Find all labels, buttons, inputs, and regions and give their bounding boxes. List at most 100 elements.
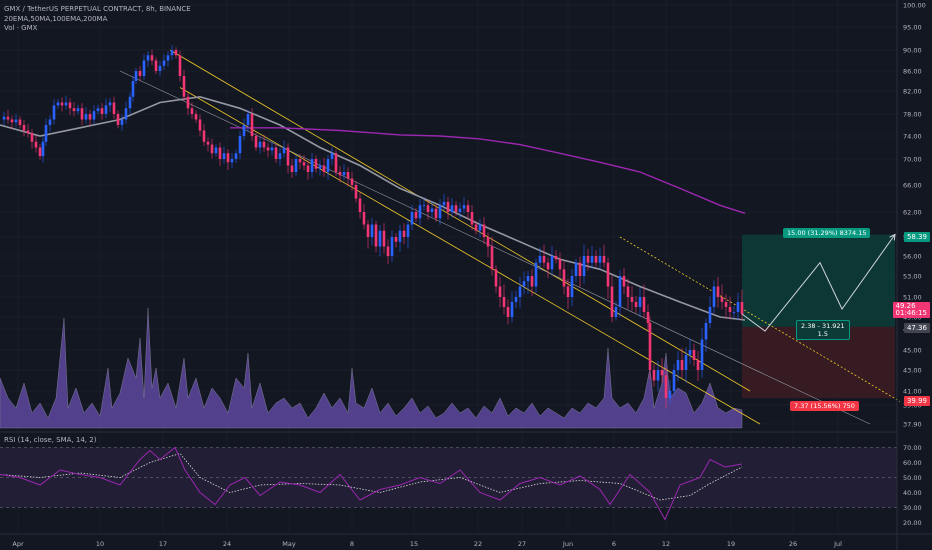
candle-body	[390, 237, 394, 256]
candle-body	[238, 136, 242, 154]
candle-body	[166, 55, 170, 61]
candle-body	[442, 201, 446, 206]
candle-body	[226, 153, 230, 163]
candle-body	[606, 262, 610, 287]
candle-body	[158, 65, 162, 71]
candle-body	[736, 302, 740, 312]
candle-body	[688, 350, 692, 355]
candle-body	[474, 224, 478, 231]
candle-body	[406, 224, 410, 237]
candle-body	[538, 256, 542, 263]
candle-body	[80, 108, 84, 120]
candle-body	[550, 256, 554, 270]
stop-price-tag: 39.99	[903, 396, 930, 406]
candle-body	[270, 147, 274, 151]
candle-body	[526, 276, 530, 282]
candle-body	[648, 323, 652, 370]
stop-label: 7.37 (15.56%) 750	[790, 401, 859, 411]
candle-body	[104, 105, 108, 114]
candle-body	[490, 246, 494, 270]
time-tick-label: Jun	[562, 540, 573, 548]
candle-body	[664, 375, 668, 398]
candle-body	[162, 60, 166, 66]
candle-body	[708, 307, 712, 323]
candle-body	[374, 224, 378, 247]
entry-label-line1: 2.38 - 31.921	[801, 322, 845, 330]
candle-body	[334, 153, 338, 172]
rsi-tick-label: 40.00	[903, 489, 922, 497]
time-tick-label: Apr	[12, 540, 24, 548]
target-label: 15.00 (31.29%) 8374.15	[783, 228, 871, 238]
candle-body	[326, 159, 330, 172]
candle-body	[338, 172, 342, 176]
candle-body	[656, 370, 660, 381]
candle-body	[186, 96, 190, 109]
candle-body	[358, 198, 362, 212]
rsi-panel	[0, 431, 897, 521]
time-tick-label: May	[282, 540, 296, 548]
indicator-legend: 20EMA,50MA,100EMA,200MA	[4, 15, 108, 23]
candle-body	[546, 262, 550, 270]
candle-body	[716, 286, 720, 297]
candle-body	[84, 114, 88, 120]
candle-body	[642, 297, 646, 312]
candle-body	[438, 205, 442, 219]
candle-body	[14, 119, 18, 123]
candle-body	[88, 114, 92, 120]
candle-body	[398, 230, 402, 242]
candle-body	[410, 212, 414, 225]
candle-body	[634, 302, 638, 307]
price-tick-label: 82.00	[903, 88, 922, 96]
price-tick-label: 62.00	[903, 209, 922, 217]
candle-body	[206, 141, 210, 145]
candle-body	[298, 159, 302, 163]
time-tick-label: 8	[350, 540, 354, 548]
candle-body	[274, 147, 278, 159]
candle-body	[218, 147, 222, 159]
candle-body	[150, 55, 154, 61]
time-tick-label: 17	[159, 540, 167, 548]
profit-zone	[742, 234, 895, 327]
trade-zones	[742, 234, 895, 399]
volume-area-shape	[0, 307, 743, 429]
channel-lower-line	[179, 87, 761, 425]
candle-body	[306, 165, 310, 172]
candle-body	[278, 153, 282, 159]
candle-body	[574, 262, 578, 276]
candle-body	[378, 230, 382, 247]
candle-body	[680, 360, 684, 370]
candle-body	[142, 60, 146, 76]
candle-body	[342, 172, 346, 176]
candle-body	[618, 276, 622, 307]
candle-body	[314, 159, 318, 169]
candle-body	[692, 350, 696, 360]
candle-body	[350, 178, 354, 185]
candle-body	[562, 269, 566, 287]
time-tick-label: 15	[410, 540, 418, 548]
candle-body	[370, 224, 374, 237]
candle-body	[422, 205, 426, 207]
candle-body	[120, 119, 124, 125]
candle-body	[414, 212, 418, 219]
candle-body	[246, 114, 250, 125]
candle-body	[190, 108, 194, 114]
candle-body	[60, 102, 64, 106]
price-tick-label: 43.00	[903, 367, 922, 375]
price-tick-label: 70.00	[903, 156, 922, 164]
candle-body	[668, 391, 672, 398]
candle-body	[222, 153, 226, 159]
candle-body	[294, 159, 298, 172]
candle-body	[478, 224, 482, 231]
candle-body	[652, 370, 656, 381]
candle-body	[518, 286, 522, 297]
rsi-tick-label: 30.00	[903, 504, 922, 512]
candle-body	[696, 360, 700, 370]
candle-body	[30, 133, 34, 142]
candle-body	[434, 208, 438, 219]
volume-legend: Vol · GMX	[4, 24, 38, 32]
time-tick-label: 27	[518, 540, 526, 548]
candle-body	[684, 355, 688, 370]
candle-body	[330, 153, 334, 159]
candle-body	[41, 141, 45, 157]
